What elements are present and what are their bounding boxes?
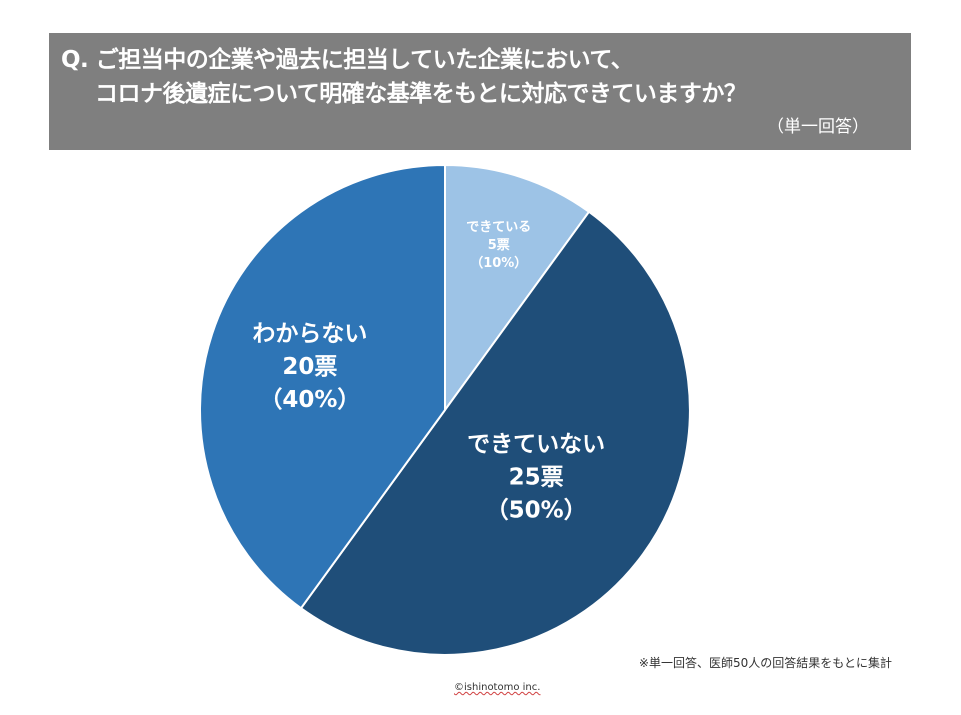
slice-category-label: できていない [467, 431, 605, 457]
slice-count-label: 5票 [488, 237, 510, 253]
pie-slice-2 [299, 210, 691, 656]
footnote: ※単一回答、医師50人の回答結果をもとに集計 [638, 656, 892, 670]
answer-type-note: （単一回答） [767, 117, 869, 137]
copyright: ©ishinotomo inc. [454, 682, 541, 693]
slice-percent-label: （50%） [486, 496, 587, 523]
slice-label-1: できている 5票 （10%） [466, 220, 531, 271]
slice-count-label: 20票 [282, 354, 337, 380]
question-line-2: コロナ後遺症について明確な基準をもとに対応できていますか？ [95, 81, 747, 107]
slice-category-label: できている [466, 220, 531, 235]
question-line-1: Q. ご担当中の企業や過去に担当していた企業において、 [61, 47, 634, 73]
slice-label-2: できていない 25票 （50%） [467, 431, 605, 523]
slice-label-3: わからない 20票 （40%） [252, 321, 367, 413]
slice-category-label: わからない [252, 321, 367, 347]
pie-slice-1 [444, 163, 591, 414]
question-header: Q. ご担当中の企業や過去に担当していた企業において、 コロナ後遺症について明確… [49, 33, 911, 150]
pie-slice-3 [199, 163, 446, 610]
slice-count-label: 25票 [509, 464, 564, 490]
slice-percent-label: （40%） [259, 386, 360, 413]
slice-percent-label: （10%） [470, 255, 527, 271]
